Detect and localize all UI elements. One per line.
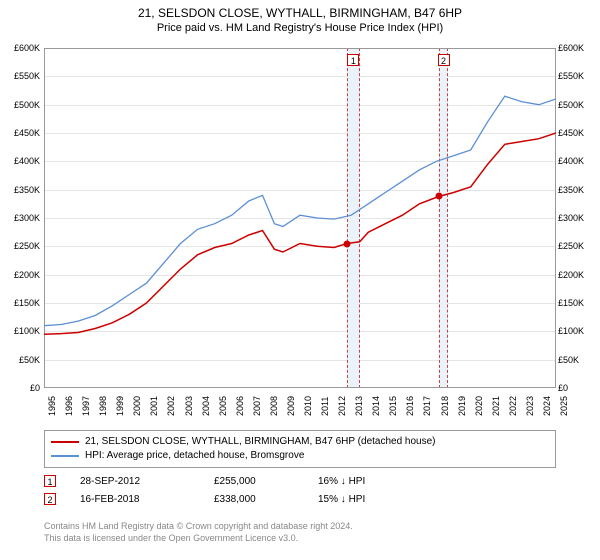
ytick-label: £400K — [558, 156, 600, 166]
series-hpi_bromsgrove — [44, 96, 556, 326]
legend-entry: 21, SELSDON CLOSE, WYTHALL, BIRMINGHAM, … — [51, 435, 549, 449]
legend-label: HPI: Average price, detached house, Brom… — [85, 449, 304, 463]
xtick-label: 2015 — [388, 396, 398, 416]
ytick-label: £100K — [558, 326, 600, 336]
xtick-label: 2007 — [252, 396, 262, 416]
ytick-label: £550K — [0, 71, 40, 81]
ytick-label: £100K — [0, 326, 40, 336]
xtick-label: 2018 — [440, 396, 450, 416]
xtick-label: 2003 — [184, 396, 194, 416]
footnote-line: Contains HM Land Registry data © Crown c… — [44, 520, 556, 532]
xtick-label: 2024 — [542, 396, 552, 416]
ytick-label: £300K — [0, 213, 40, 223]
xtick-label: 2011 — [320, 397, 330, 416]
xtick-label: 2009 — [286, 396, 296, 416]
ytick-label: £300K — [558, 213, 600, 223]
xtick-label: 2006 — [235, 396, 245, 416]
xtick-label: 2025 — [559, 396, 569, 416]
xtick-label: 2014 — [371, 396, 381, 416]
xtick-label: 2016 — [405, 396, 415, 416]
ytick-label: £550K — [558, 71, 600, 81]
xtick-label: 2004 — [201, 396, 211, 416]
legend-swatch — [51, 441, 79, 443]
xtick-label: 2002 — [166, 396, 176, 416]
xtick-label: 2005 — [218, 396, 228, 416]
ytick-label: £500K — [0, 100, 40, 110]
line-series — [44, 48, 556, 388]
xtick-label: 2008 — [269, 396, 279, 416]
xtick-label: 1997 — [81, 396, 91, 416]
ytick-label: £350K — [0, 185, 40, 195]
footnote: Contains HM Land Registry data © Crown c… — [44, 520, 556, 544]
sale-marker-box: 2 — [44, 493, 56, 505]
xtick-label: 2000 — [132, 396, 142, 416]
sales-row: 2 16-FEB-2018 £338,000 15% ↓ HPI — [44, 490, 556, 508]
sale-price: £255,000 — [214, 476, 294, 487]
chart-title: 21, SELSDON CLOSE, WYTHALL, BIRMINGHAM, … — [0, 0, 600, 20]
ytick-label: £0 — [558, 383, 600, 393]
xtick-label: 2010 — [303, 396, 313, 416]
ytick-label: £350K — [558, 185, 600, 195]
sales-table: 1 28-SEP-2012 £255,000 16% ↓ HPI 2 16-FE… — [44, 472, 556, 508]
band-marker: 2 — [438, 54, 450, 66]
xtick-label: 1995 — [47, 396, 57, 416]
xtick-label: 1999 — [115, 396, 125, 416]
sale-date: 28-SEP-2012 — [80, 476, 190, 487]
sale-dot — [343, 240, 350, 247]
legend-label: 21, SELSDON CLOSE, WYTHALL, BIRMINGHAM, … — [85, 435, 436, 449]
sale-diff: 16% ↓ HPI — [318, 476, 398, 487]
ytick-label: £250K — [0, 241, 40, 251]
ytick-label: £150K — [558, 298, 600, 308]
xtick-label: 2021 — [491, 396, 501, 416]
ytick-label: £450K — [558, 128, 600, 138]
legend-entry: HPI: Average price, detached house, Brom… — [51, 449, 549, 463]
xtick-label: 2023 — [525, 396, 535, 416]
ytick-label: £200K — [0, 270, 40, 280]
sale-date: 16-FEB-2018 — [80, 494, 190, 505]
xtick-label: 2001 — [149, 396, 159, 416]
legend: 21, SELSDON CLOSE, WYTHALL, BIRMINGHAM, … — [44, 430, 556, 468]
legend-swatch — [51, 455, 79, 457]
xtick-label: 2019 — [457, 396, 467, 416]
ytick-label: £200K — [558, 270, 600, 280]
chart-container: 21, SELSDON CLOSE, WYTHALL, BIRMINGHAM, … — [0, 0, 600, 560]
ytick-label: £50K — [558, 355, 600, 365]
ytick-label: £50K — [0, 355, 40, 365]
series-subject_price — [44, 133, 556, 334]
xtick-label: 2012 — [337, 396, 347, 416]
sale-marker-box: 1 — [44, 475, 56, 487]
footnote-line: This data is licensed under the Open Gov… — [44, 532, 556, 544]
chart-subtitle: Price paid vs. HM Land Registry's House … — [0, 20, 600, 34]
xtick-label: 2022 — [508, 396, 518, 416]
xtick-label: 1998 — [98, 396, 108, 416]
xtick-label: 2013 — [354, 396, 364, 416]
xtick-label: 1996 — [64, 396, 74, 416]
xtick-label: 2017 — [422, 396, 432, 416]
sale-dot — [435, 193, 442, 200]
ytick-label: £400K — [0, 156, 40, 166]
xtick-label: 2020 — [474, 396, 484, 416]
sale-price: £338,000 — [214, 494, 294, 505]
ytick-label: £150K — [0, 298, 40, 308]
ytick-label: £500K — [558, 100, 600, 110]
sale-diff: 15% ↓ HPI — [318, 494, 398, 505]
ytick-label: £0 — [0, 383, 40, 393]
ytick-label: £600K — [0, 43, 40, 53]
ytick-label: £450K — [0, 128, 40, 138]
ytick-label: £600K — [558, 43, 600, 53]
ytick-label: £250K — [558, 241, 600, 251]
sales-row: 1 28-SEP-2012 £255,000 16% ↓ HPI — [44, 472, 556, 490]
band-marker: 1 — [347, 54, 359, 66]
